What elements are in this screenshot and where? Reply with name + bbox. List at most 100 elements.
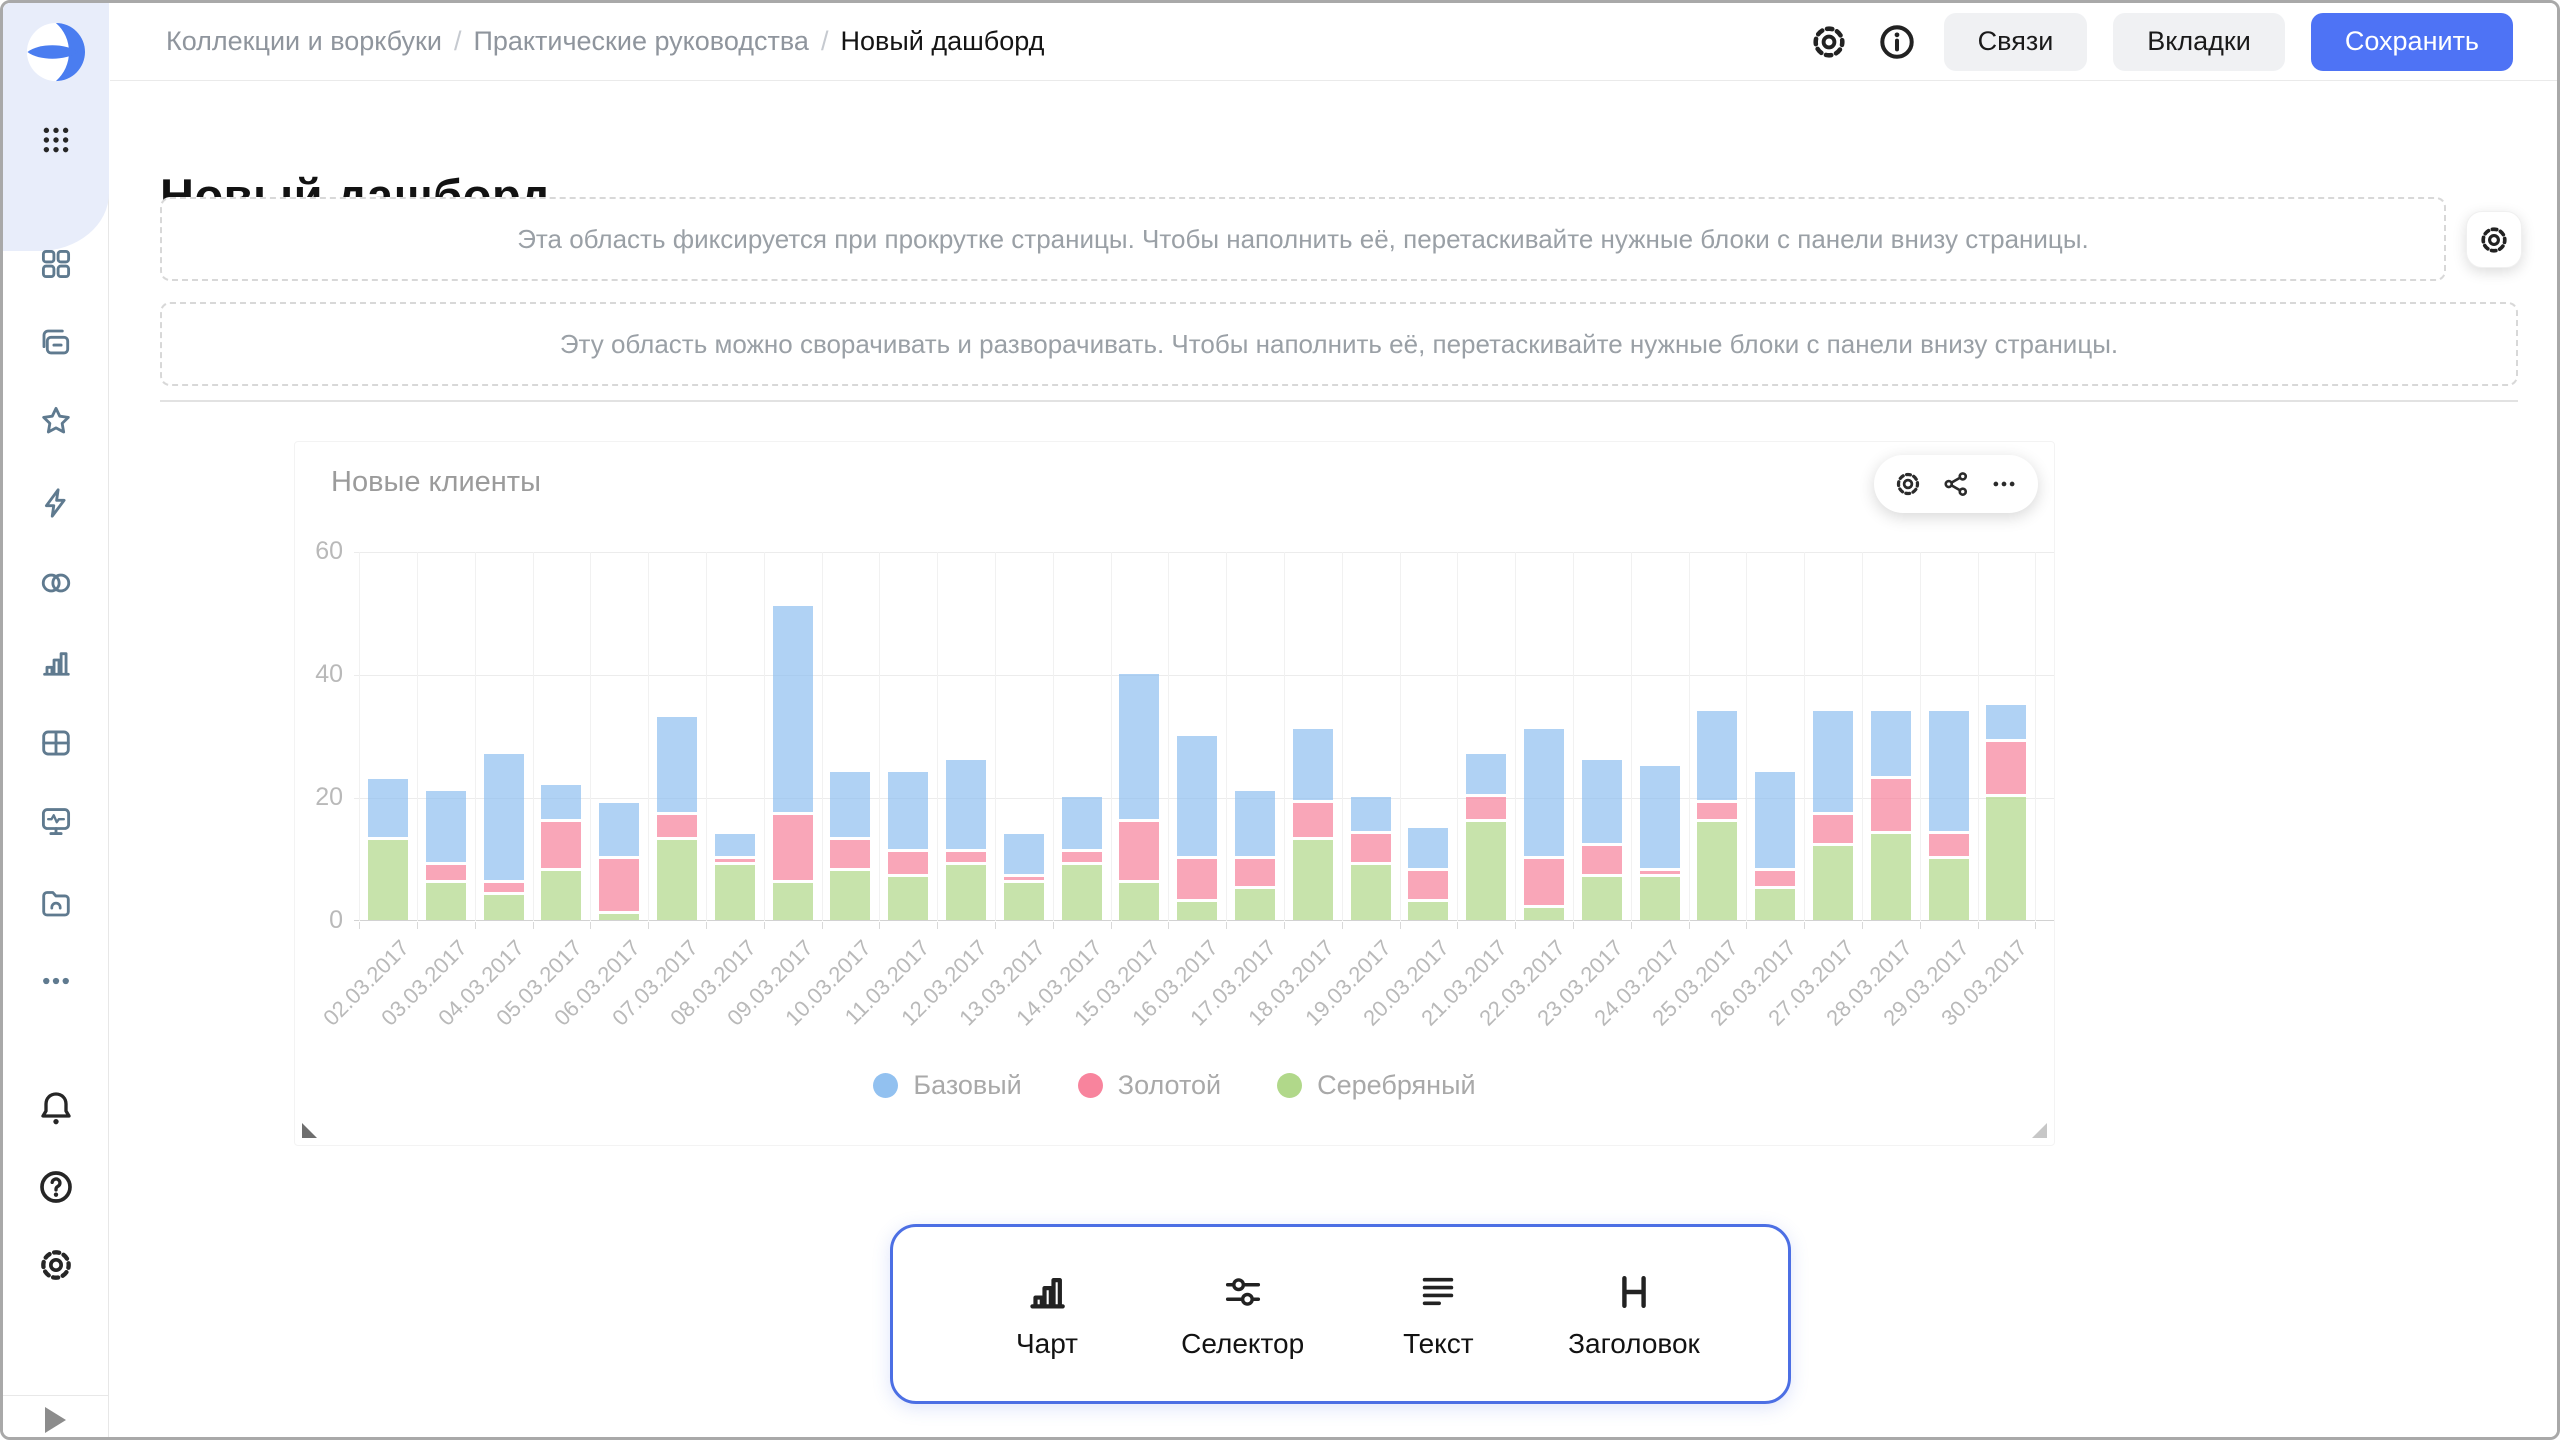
chart-bars-bold-icon <box>1024 1269 1070 1315</box>
collapsible-area-dropzone[interactable]: Эту область можно сворачивать и разворач… <box>160 302 2518 386</box>
breadcrumb-item[interactable]: Практические руководства <box>473 26 809 56</box>
chart-widget[interactable]: Новые клиенты 0 20 40 60 02.03.2017 03.03.20… <box>294 441 2055 1146</box>
bar-segment-Серебряный <box>483 895 524 920</box>
bar-segment-Серебряный <box>830 870 871 920</box>
breadcrumb-separator: / <box>820 26 829 56</box>
bar-segment-Золотой <box>1986 741 2027 797</box>
x-axis-tick <box>1977 922 1979 929</box>
bar-segment-Базовый <box>657 717 697 816</box>
sidebar-item-folder-cloud-icon[interactable] <box>38 885 74 921</box>
gridline <box>532 552 534 921</box>
sidebar-question-icon[interactable] <box>36 1167 76 1207</box>
bar-segment-Серебряный <box>1119 883 1160 920</box>
gridline <box>474 552 476 921</box>
bar-segment-Серебряный <box>1581 876 1622 920</box>
widget-settings-icon[interactable] <box>1888 464 1928 504</box>
sidebar-expand-icon[interactable] <box>45 1407 66 1433</box>
palette-item-селектор[interactable]: Селектор <box>1163 1269 1323 1360</box>
bar-segment-Серебряный <box>714 864 755 920</box>
apps-grid-icon[interactable] <box>39 123 73 157</box>
bar-segment-Базовый <box>1177 735 1218 859</box>
gridline <box>879 552 881 921</box>
x-axis-tick <box>359 922 361 929</box>
sidebar-item-star-icon[interactable] <box>38 403 74 439</box>
bar-segment-Золотой <box>1061 852 1102 865</box>
bar-segment-Базовый <box>1928 710 1969 834</box>
sidebar-item-lightning-icon[interactable] <box>38 485 74 521</box>
bar-segment-Золотой <box>772 815 813 884</box>
chart-title: Новые клиенты <box>331 466 541 498</box>
palette-item-текст[interactable]: Текст <box>1358 1269 1518 1360</box>
widget-menu-icon[interactable] <box>1984 464 2024 504</box>
bar-segment-Золотой <box>657 815 697 841</box>
bar-segment-Базовый <box>1119 674 1160 822</box>
bar-segment-Базовый <box>425 790 466 865</box>
gridline <box>937 552 939 921</box>
bar-segment-Базовый <box>483 753 524 884</box>
x-axis-tick <box>763 922 765 929</box>
gridline <box>416 552 418 921</box>
gridline <box>763 552 765 921</box>
x-axis-tick <box>1052 922 1054 929</box>
bar-segment-Золотой <box>1003 876 1044 884</box>
bar-segment-Золотой <box>1350 833 1391 865</box>
legend-item[interactable]: Золотой <box>1077 1070 1221 1101</box>
sidebar-item-monitor-icon[interactable] <box>38 803 74 839</box>
palette-item-чарт[interactable]: Чарт <box>967 1269 1127 1360</box>
legend-item[interactable]: Базовый <box>873 1070 1022 1101</box>
settings-icon[interactable] <box>1808 21 1850 63</box>
bar-segment-Золотой <box>1408 870 1449 902</box>
fixed-area-settings-button[interactable] <box>2466 211 2522 268</box>
bar-segment-Серебряный <box>1177 901 1218 920</box>
gridline <box>1052 552 1054 921</box>
bar-segment-Серебряный <box>772 883 813 920</box>
x-axis-tick <box>1283 922 1285 929</box>
x-axis-tick <box>821 922 823 929</box>
gridline <box>359 552 361 921</box>
sidebar-bell-icon[interactable] <box>36 1088 76 1128</box>
bar-segment-Базовый <box>1639 766 1680 871</box>
bar-segment-Базовый <box>1524 729 1564 859</box>
datalens-logo-icon[interactable] <box>25 21 87 83</box>
sidebar-item-more-dots-icon[interactable] <box>38 963 74 999</box>
bar-segment-Базовый <box>830 772 871 841</box>
dashboard-canvas: Новый дашборд Эта область фиксируется пр… <box>110 82 2557 1437</box>
bar-segment-Золотой <box>1177 858 1218 902</box>
palette-item-label: Чарт <box>1015 1327 1078 1359</box>
sidebar-item-chart-bars-icon[interactable] <box>38 645 74 681</box>
palette-item-заголовок[interactable]: Заголовок <box>1554 1269 1714 1360</box>
bar-segment-Базовый <box>714 833 755 859</box>
bar-segment-Золотой <box>483 883 524 896</box>
bar-segment-Базовый <box>1755 772 1796 871</box>
links-button[interactable]: Связи <box>1943 12 2088 71</box>
sidebar-item-circles-pair-icon[interactable] <box>38 565 74 601</box>
info-icon[interactable] <box>1876 21 1918 63</box>
fixed-area-dropzone[interactable]: Эта область фиксируется при прокрутке ст… <box>160 197 2446 281</box>
tabs-button[interactable]: Вкладки <box>2113 12 2285 71</box>
bar-segment-Базовый <box>541 784 582 822</box>
bar-segment-Серебряный <box>1292 840 1333 920</box>
bar-segment-Базовый <box>1003 833 1044 877</box>
sidebar-gear-icon[interactable] <box>36 1245 76 1285</box>
sidebar-item-collections-icon[interactable] <box>38 325 74 361</box>
resize-handle-bottom-right[interactable] <box>2032 1123 2047 1138</box>
gridline <box>1341 552 1343 921</box>
gridline <box>994 552 996 921</box>
sidebar-item-grid-squares-icon[interactable] <box>38 246 74 282</box>
gridline <box>1283 552 1285 921</box>
gridline <box>648 552 650 921</box>
bar-segment-Базовый <box>1813 710 1853 816</box>
x-axis-tick <box>416 922 418 929</box>
x-axis-tick <box>590 922 592 929</box>
save-button[interactable]: Сохранить <box>2310 12 2513 71</box>
legend-dot <box>873 1073 899 1098</box>
legend-item[interactable]: Серебряный <box>1277 1070 1476 1101</box>
breadcrumb-item[interactable]: Коллекции и воркбуки <box>166 26 442 56</box>
bar-segment-Золотой <box>1581 846 1622 877</box>
resize-handle-bottom-left[interactable] <box>302 1123 317 1138</box>
bar-segment-Серебряный <box>1061 864 1102 920</box>
sidebar-item-table-icon[interactable] <box>38 725 74 761</box>
x-axis-tick <box>1919 922 1921 929</box>
bar-segment-Серебряный <box>1003 883 1044 920</box>
widget-links-icon[interactable] <box>1936 464 1976 504</box>
